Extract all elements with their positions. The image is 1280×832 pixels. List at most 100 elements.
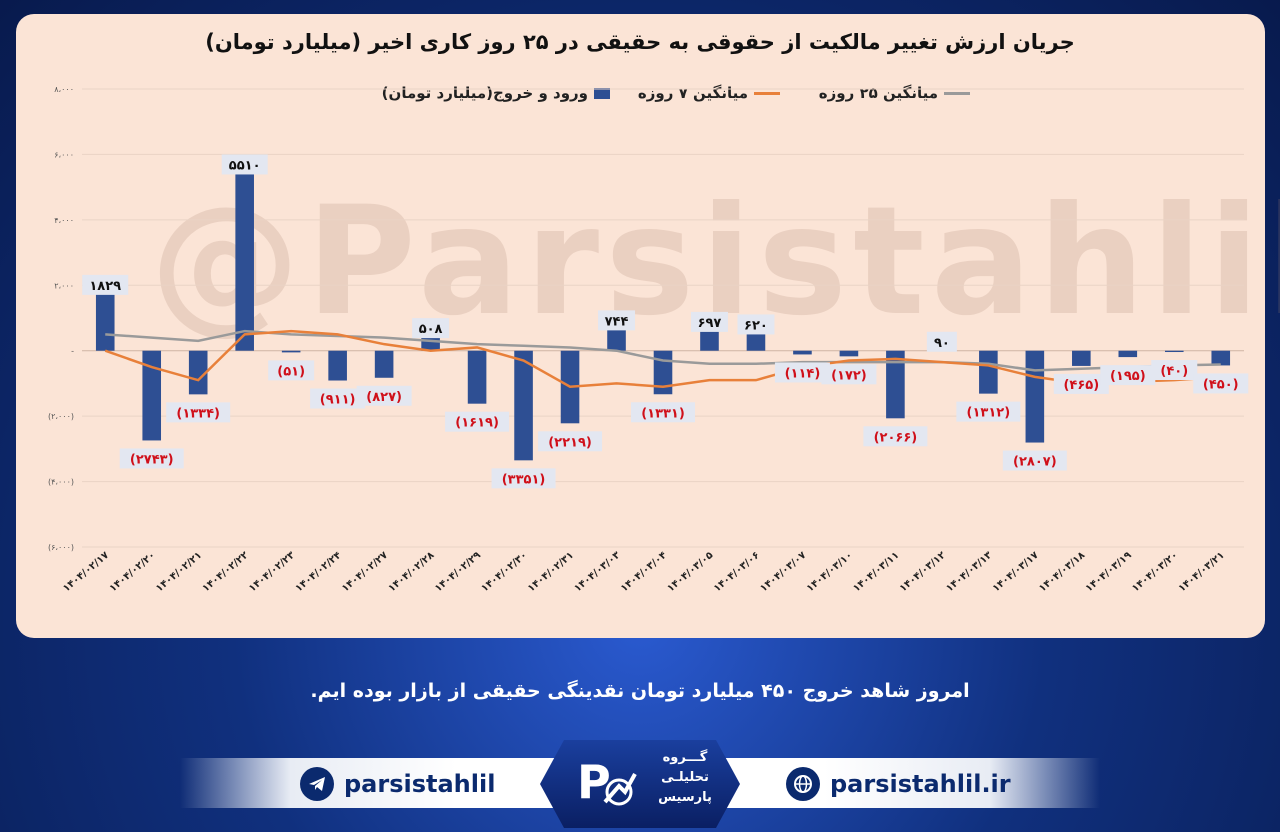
bar: [1211, 350, 1231, 366]
y-tick-label: (۲،۰۰۰): [48, 412, 74, 421]
x-tick-label: ۱۴۰۴/۰۲/۲۷: [340, 550, 390, 595]
data-label: (۵۱): [277, 364, 305, 379]
bar: [421, 334, 440, 351]
data-label-box: [356, 385, 412, 406]
data-label: (۴۵۰): [1203, 377, 1239, 392]
telegram-handle[interactable]: parsistahlil: [300, 762, 495, 806]
bar: [607, 326, 626, 351]
x-tick-label: ۱۴۰۴/۰۲/۲۹: [433, 550, 483, 595]
x-tick-label: ۱۴۰۴/۰۳/۱۹: [1084, 550, 1134, 595]
data-label: (۸۲۷): [366, 390, 402, 405]
x-tick-label: ۱۴۰۴/۰۳/۱۷: [991, 550, 1041, 595]
chart-card: [16, 14, 1265, 638]
bar: [328, 350, 347, 381]
data-label: (۱۶۱۹): [455, 416, 499, 431]
x-tick-label: ۱۴۰۴/۰۲/۲۲: [201, 550, 251, 595]
legend-swatch-ma25: [944, 92, 970, 95]
data-label: (۴۰): [1160, 364, 1188, 379]
data-label-box: [598, 310, 636, 331]
data-label-box: [926, 331, 957, 352]
data-label-box: [1002, 450, 1067, 471]
x-tick-label: ۱۴۰۴/۰۳/۰۶: [712, 550, 762, 595]
data-label-box: [412, 318, 450, 339]
y-tick-label: (۴،۰۰۰): [48, 478, 74, 487]
x-tick-label: ۱۴۰۴/۰۲/۲۱: [154, 550, 204, 595]
bar: [95, 290, 115, 351]
y-tick-label: ۴،۰۰۰: [54, 216, 74, 225]
x-tick-label: ۱۴۰۴/۰۲/۲۰: [108, 550, 158, 595]
logo-text: گـــروه تحلیلـی پارسیس: [640, 748, 730, 808]
x-tick-label: ۱۴۰۴/۰۲/۳۱: [526, 550, 576, 595]
bar: [886, 350, 905, 419]
data-label: (۴۶۵): [1063, 378, 1099, 393]
data-label: (۱۳۱۲): [967, 406, 1011, 421]
data-label-box: [491, 468, 556, 489]
data-label: (۲۸۰۷): [1013, 455, 1057, 470]
bar: [979, 350, 998, 394]
data-label-box: [166, 402, 231, 423]
data-label: ۶۹۷: [698, 316, 722, 331]
data-label: (۱۳۳۱): [641, 406, 685, 421]
y-tick-label: ۸،۰۰۰: [54, 85, 74, 94]
data-label-box: [310, 388, 366, 409]
data-label-box: [737, 314, 775, 335]
bar: [374, 350, 394, 378]
data-label-box: [1100, 365, 1156, 386]
x-tick-label: ۱۴۰۴/۰۲/۱۷: [61, 550, 111, 595]
x-tick-label: ۱۴۰۴/۰۳/۱۱: [851, 550, 901, 595]
x-tick-label: ۱۴۰۴/۰۳/۰۴: [619, 550, 669, 595]
bar: [1025, 350, 1045, 443]
website-link[interactable]: parsistahlil.ir: [786, 762, 1011, 806]
data-label: ۶۲۰: [744, 318, 768, 333]
x-tick-label: ۱۴۰۴/۰۳/۲۱: [1177, 550, 1227, 595]
data-label: (۱۷۲): [831, 368, 867, 383]
y-tick-label: (۶،۰۰۰): [48, 543, 74, 552]
data-label: (۳۳۵۱): [502, 472, 546, 487]
data-label: (۲۷۴۳): [130, 452, 174, 467]
logo-line-3: پارسیس: [658, 790, 712, 805]
x-tick-label: ۱۴۰۴/۰۳/۲۰: [1130, 550, 1180, 595]
bar: [1118, 350, 1138, 358]
bar: [188, 350, 208, 395]
data-label-box: [221, 154, 268, 175]
data-label: (۲۰۶۶): [874, 430, 918, 445]
data-label-box: [445, 411, 510, 432]
bar: [235, 170, 254, 351]
data-label-box: [1151, 360, 1198, 381]
x-tick-label: ۱۴۰۴/۰۲/۲۸: [386, 550, 436, 595]
data-label: ۵۵۱۰: [229, 158, 261, 173]
data-label: (۱۹۵): [1110, 369, 1146, 384]
data-label-box: [821, 364, 877, 385]
legend-swatch-flow: [594, 88, 610, 99]
x-tick-label: ۱۴۰۴/۰۳/۱۰: [805, 550, 855, 595]
logo-line-2: تحلیلـی: [661, 770, 709, 785]
chart-title: جریان ارزش تغییر مالکیت از حقوقی به حقیق…: [205, 30, 1075, 54]
data-label: ۱۸۲۹: [89, 279, 121, 294]
bar: [142, 350, 162, 441]
x-tick-label: ۱۴۰۴/۰۲/۳۰: [479, 550, 529, 595]
chart-plot: ۸،۰۰۰ ۶،۰۰۰ ۴،۰۰۰ ۲،۰۰۰ - (۲،۰۰۰) (۴،۰۰۰) (۶،۰۰…: [48, 85, 1249, 595]
legend-swatch-ma7: [754, 92, 780, 95]
ma25-line: [105, 329, 1221, 372]
data-label-box: [774, 362, 830, 383]
logo-mark-icon: P: [577, 755, 637, 809]
data-label-box: [863, 426, 928, 447]
bar: [1164, 350, 1184, 353]
data-label: (۱۱۴): [785, 366, 821, 381]
data-label: (۹۱۱): [320, 393, 356, 408]
telegram-handle-text: parsistahlil: [344, 770, 496, 798]
data-label-box: [119, 448, 184, 469]
x-tick-label: ۱۴۰۴/۰۳/۱۸: [1037, 550, 1087, 595]
bar: [514, 350, 533, 461]
data-label-box: [956, 401, 1021, 422]
bar: [746, 330, 766, 351]
bar: [467, 350, 487, 404]
data-label: ۹۰: [934, 336, 950, 351]
bar: [1072, 350, 1091, 366]
data-label-box: [690, 311, 728, 332]
ma7-line: [104, 329, 1221, 388]
x-tick-label: ۱۴۰۴/۰۲/۲۴: [293, 550, 343, 595]
telegram-icon: [300, 767, 334, 801]
bar: [839, 350, 859, 357]
data-label: (۲۲۱۹): [548, 435, 592, 450]
